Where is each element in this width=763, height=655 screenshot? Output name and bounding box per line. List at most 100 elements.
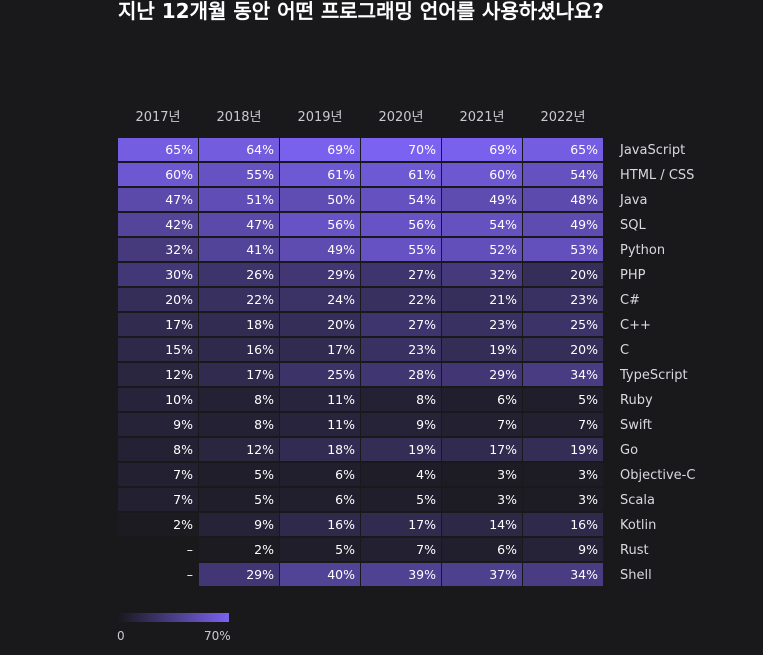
heatmap-cell: 49%	[280, 238, 360, 261]
heatmap-cell: 7%	[442, 413, 522, 436]
heatmap-cell: 65%	[118, 138, 198, 161]
heatmap-cell: 34%	[523, 563, 603, 586]
row-label: HTML / CSS	[620, 168, 695, 183]
heatmap-cell: 23%	[361, 338, 441, 361]
heatmap-cell: 16%	[199, 338, 279, 361]
heatmap-cell: 9%	[523, 538, 603, 561]
heatmap-cell: –	[186, 542, 193, 557]
heatmap-cell: 7%	[118, 463, 198, 486]
heatmap-cell: 56%	[280, 213, 360, 236]
legend-min-label: 0	[117, 629, 125, 643]
heatmap-cell: 9%	[199, 513, 279, 536]
heatmap-cell: 2%	[199, 538, 279, 561]
heatmap-cell: 53%	[523, 238, 603, 261]
heatmap-cell: 54%	[523, 163, 603, 186]
heatmap-cell: 20%	[280, 313, 360, 336]
heatmap-cell: 7%	[361, 538, 441, 561]
heatmap-cell: 5%	[199, 463, 279, 486]
heatmap-cell: 69%	[442, 138, 522, 161]
heatmap-cell: 29%	[199, 563, 279, 586]
heatmap-cell: 5%	[523, 388, 603, 411]
heatmap-cell: 17%	[199, 363, 279, 386]
row-label: SQL	[620, 218, 646, 233]
heatmap-cell: 17%	[361, 513, 441, 536]
heatmap-cell: 20%	[118, 288, 198, 311]
year-header: 2022년	[540, 110, 586, 125]
heatmap-cell: 23%	[442, 313, 522, 336]
heatmap-cell: 48%	[523, 188, 603, 211]
heatmap-cell: 3%	[442, 463, 522, 486]
row-label: JavaScript	[620, 143, 686, 158]
heatmap-cell: 54%	[361, 188, 441, 211]
heatmap-cell: 17%	[442, 438, 522, 461]
heatmap-cell: 19%	[442, 338, 522, 361]
heatmap-cell: 16%	[280, 513, 360, 536]
year-header: 2017년	[135, 110, 181, 125]
heatmap-cell: 51%	[199, 188, 279, 211]
heatmap-cell: 27%	[361, 263, 441, 286]
heatmap-cell: 34%	[523, 363, 603, 386]
heatmap-cell: 47%	[118, 188, 198, 211]
heatmap-cell: 27%	[361, 313, 441, 336]
heatmap-cell: 20%	[523, 338, 603, 361]
heatmap-cell: 26%	[199, 263, 279, 286]
heatmap-cell: 20%	[523, 263, 603, 286]
heatmap-cell: 9%	[361, 413, 441, 436]
heatmap-cell: 9%	[118, 413, 198, 436]
heatmap-cell: 29%	[280, 263, 360, 286]
heatmap-cell: 29%	[442, 363, 522, 386]
heatmap-cell: 3%	[523, 463, 603, 486]
heatmap-cell: 7%	[118, 488, 198, 511]
row-label: Rust	[620, 543, 649, 558]
heatmap-cell: 15%	[118, 338, 198, 361]
row-label: Shell	[620, 568, 652, 583]
heatmap-cell: 37%	[442, 563, 522, 586]
heatmap-cell: 28%	[361, 363, 441, 386]
row-label: Swift	[620, 418, 652, 433]
heatmap-cell: 6%	[280, 463, 360, 486]
heatmap-cell: 61%	[361, 163, 441, 186]
heatmap-cell: 16%	[523, 513, 603, 536]
heatmap-cell: 10%	[118, 388, 198, 411]
heatmap-cell: 61%	[280, 163, 360, 186]
heatmap-cell: 18%	[280, 438, 360, 461]
heatmap-cell: 3%	[523, 488, 603, 511]
year-header: 2018년	[216, 110, 262, 125]
heatmap-cell: 56%	[361, 213, 441, 236]
heatmap-cell: –	[186, 567, 193, 582]
heatmap-cell: 12%	[199, 438, 279, 461]
heatmap-cell: 6%	[442, 538, 522, 561]
heatmap-cell: 32%	[118, 238, 198, 261]
color-scale-legend	[118, 613, 229, 622]
heatmap-cell: 17%	[118, 313, 198, 336]
heatmap-cell: 8%	[361, 388, 441, 411]
heatmap-cell: 55%	[199, 163, 279, 186]
heatmap-cell: 49%	[442, 188, 522, 211]
row-label: Ruby	[620, 393, 653, 408]
row-label: Kotlin	[620, 518, 657, 533]
heatmap-cell: 40%	[280, 563, 360, 586]
row-label: C	[620, 343, 630, 358]
heatmap-cell: 41%	[199, 238, 279, 261]
year-header: 2020년	[378, 110, 424, 125]
heatmap-cell: 21%	[442, 288, 522, 311]
heatmap-cell: 18%	[199, 313, 279, 336]
row-label: Scala	[620, 493, 655, 508]
heatmap-cell: 8%	[199, 388, 279, 411]
heatmap-cell: 6%	[280, 488, 360, 511]
heatmap-cell: 60%	[442, 163, 522, 186]
chart-title: 지난 12개월 동안 어떤 프로그래밍 언어를 사용하셨나요?	[118, 0, 605, 23]
row-label: C++	[620, 318, 651, 333]
heatmap-cell: 22%	[361, 288, 441, 311]
row-label: Java	[620, 193, 648, 208]
heatmap-cell: 55%	[361, 238, 441, 261]
heatmap-cell: 22%	[199, 288, 279, 311]
heatmap-cell: 23%	[523, 288, 603, 311]
heatmap-cell: 39%	[361, 563, 441, 586]
heatmap-cell: 25%	[280, 363, 360, 386]
heatmap-cell: 11%	[280, 388, 360, 411]
heatmap-cell: 42%	[118, 213, 198, 236]
heatmap-cell: 70%	[361, 138, 441, 161]
heatmap-cell: 19%	[361, 438, 441, 461]
heatmap-cell: 12%	[118, 363, 198, 386]
